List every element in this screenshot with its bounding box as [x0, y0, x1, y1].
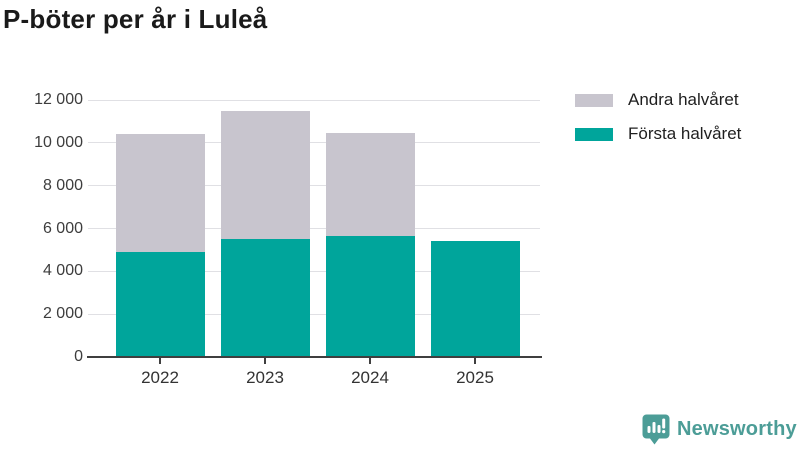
x-tick-label-2023: 2023	[246, 368, 284, 387]
chart-title: P-böter per år i Luleå	[3, 4, 268, 34]
y-tick-label: 10 000	[34, 133, 83, 151]
y-tick-label: 8 000	[42, 176, 83, 194]
gridline-2000	[88, 313, 540, 315]
bar-2025-forsta-halvaret	[430, 241, 520, 357]
x-tick-2024	[369, 358, 371, 364]
gridline-12000	[88, 99, 540, 101]
legend-swatch-second_half	[575, 93, 613, 107]
y-tick-label: 0	[74, 348, 83, 365]
gridline-10000	[88, 142, 540, 144]
x-tick-2025	[474, 358, 476, 364]
y-tick-label: 2 000	[42, 305, 83, 323]
newsworthy-logo-text: Newsworthy	[677, 418, 797, 440]
y-tick-label: 6 000	[42, 219, 83, 237]
newsworthy-logo: Newsworthy	[642, 414, 797, 445]
legend-item: Andra halvåret	[575, 90, 741, 110]
bar-2024-andra-halvaret	[325, 133, 415, 236]
x-tick-2022	[159, 358, 161, 364]
y-tick-label: 4 000	[42, 262, 83, 280]
x-tick-2023	[264, 358, 266, 364]
plot-area: 0 2 000 4 000 6 000 8 000 10 000 12 000 2022 20…	[34, 91, 542, 387]
bar-2022-forsta-halvaret	[115, 252, 205, 357]
bar-2023-forsta-halvaret	[220, 239, 310, 357]
bar-2022-andra-halvaret	[115, 134, 205, 253]
gridline-6000	[88, 228, 540, 229]
legend: Andra halvåret Första halvåret	[575, 90, 741, 144]
y-tick-label: 12 000	[34, 91, 83, 108]
legend-label: Andra halvåret	[628, 90, 739, 109]
bar-2024-forsta-halvaret	[325, 236, 415, 357]
newsworthy-bar-chart-speech-bubble-icon	[642, 414, 670, 445]
x-tick-label-2025: 2025	[456, 368, 494, 387]
legend-swatch-first_half	[575, 127, 613, 141]
legend-label: Första halvåret	[628, 124, 742, 143]
x-axis-line	[87, 356, 542, 358]
legend-item: Första halvåret	[575, 124, 741, 144]
gridline-8000	[88, 185, 540, 187]
bar-2023-andra-halvaret	[220, 110, 310, 240]
gridline-4000	[88, 270, 540, 272]
x-tick-label-2024: 2024	[351, 368, 389, 387]
x-tick-label-2022: 2022	[141, 368, 179, 387]
